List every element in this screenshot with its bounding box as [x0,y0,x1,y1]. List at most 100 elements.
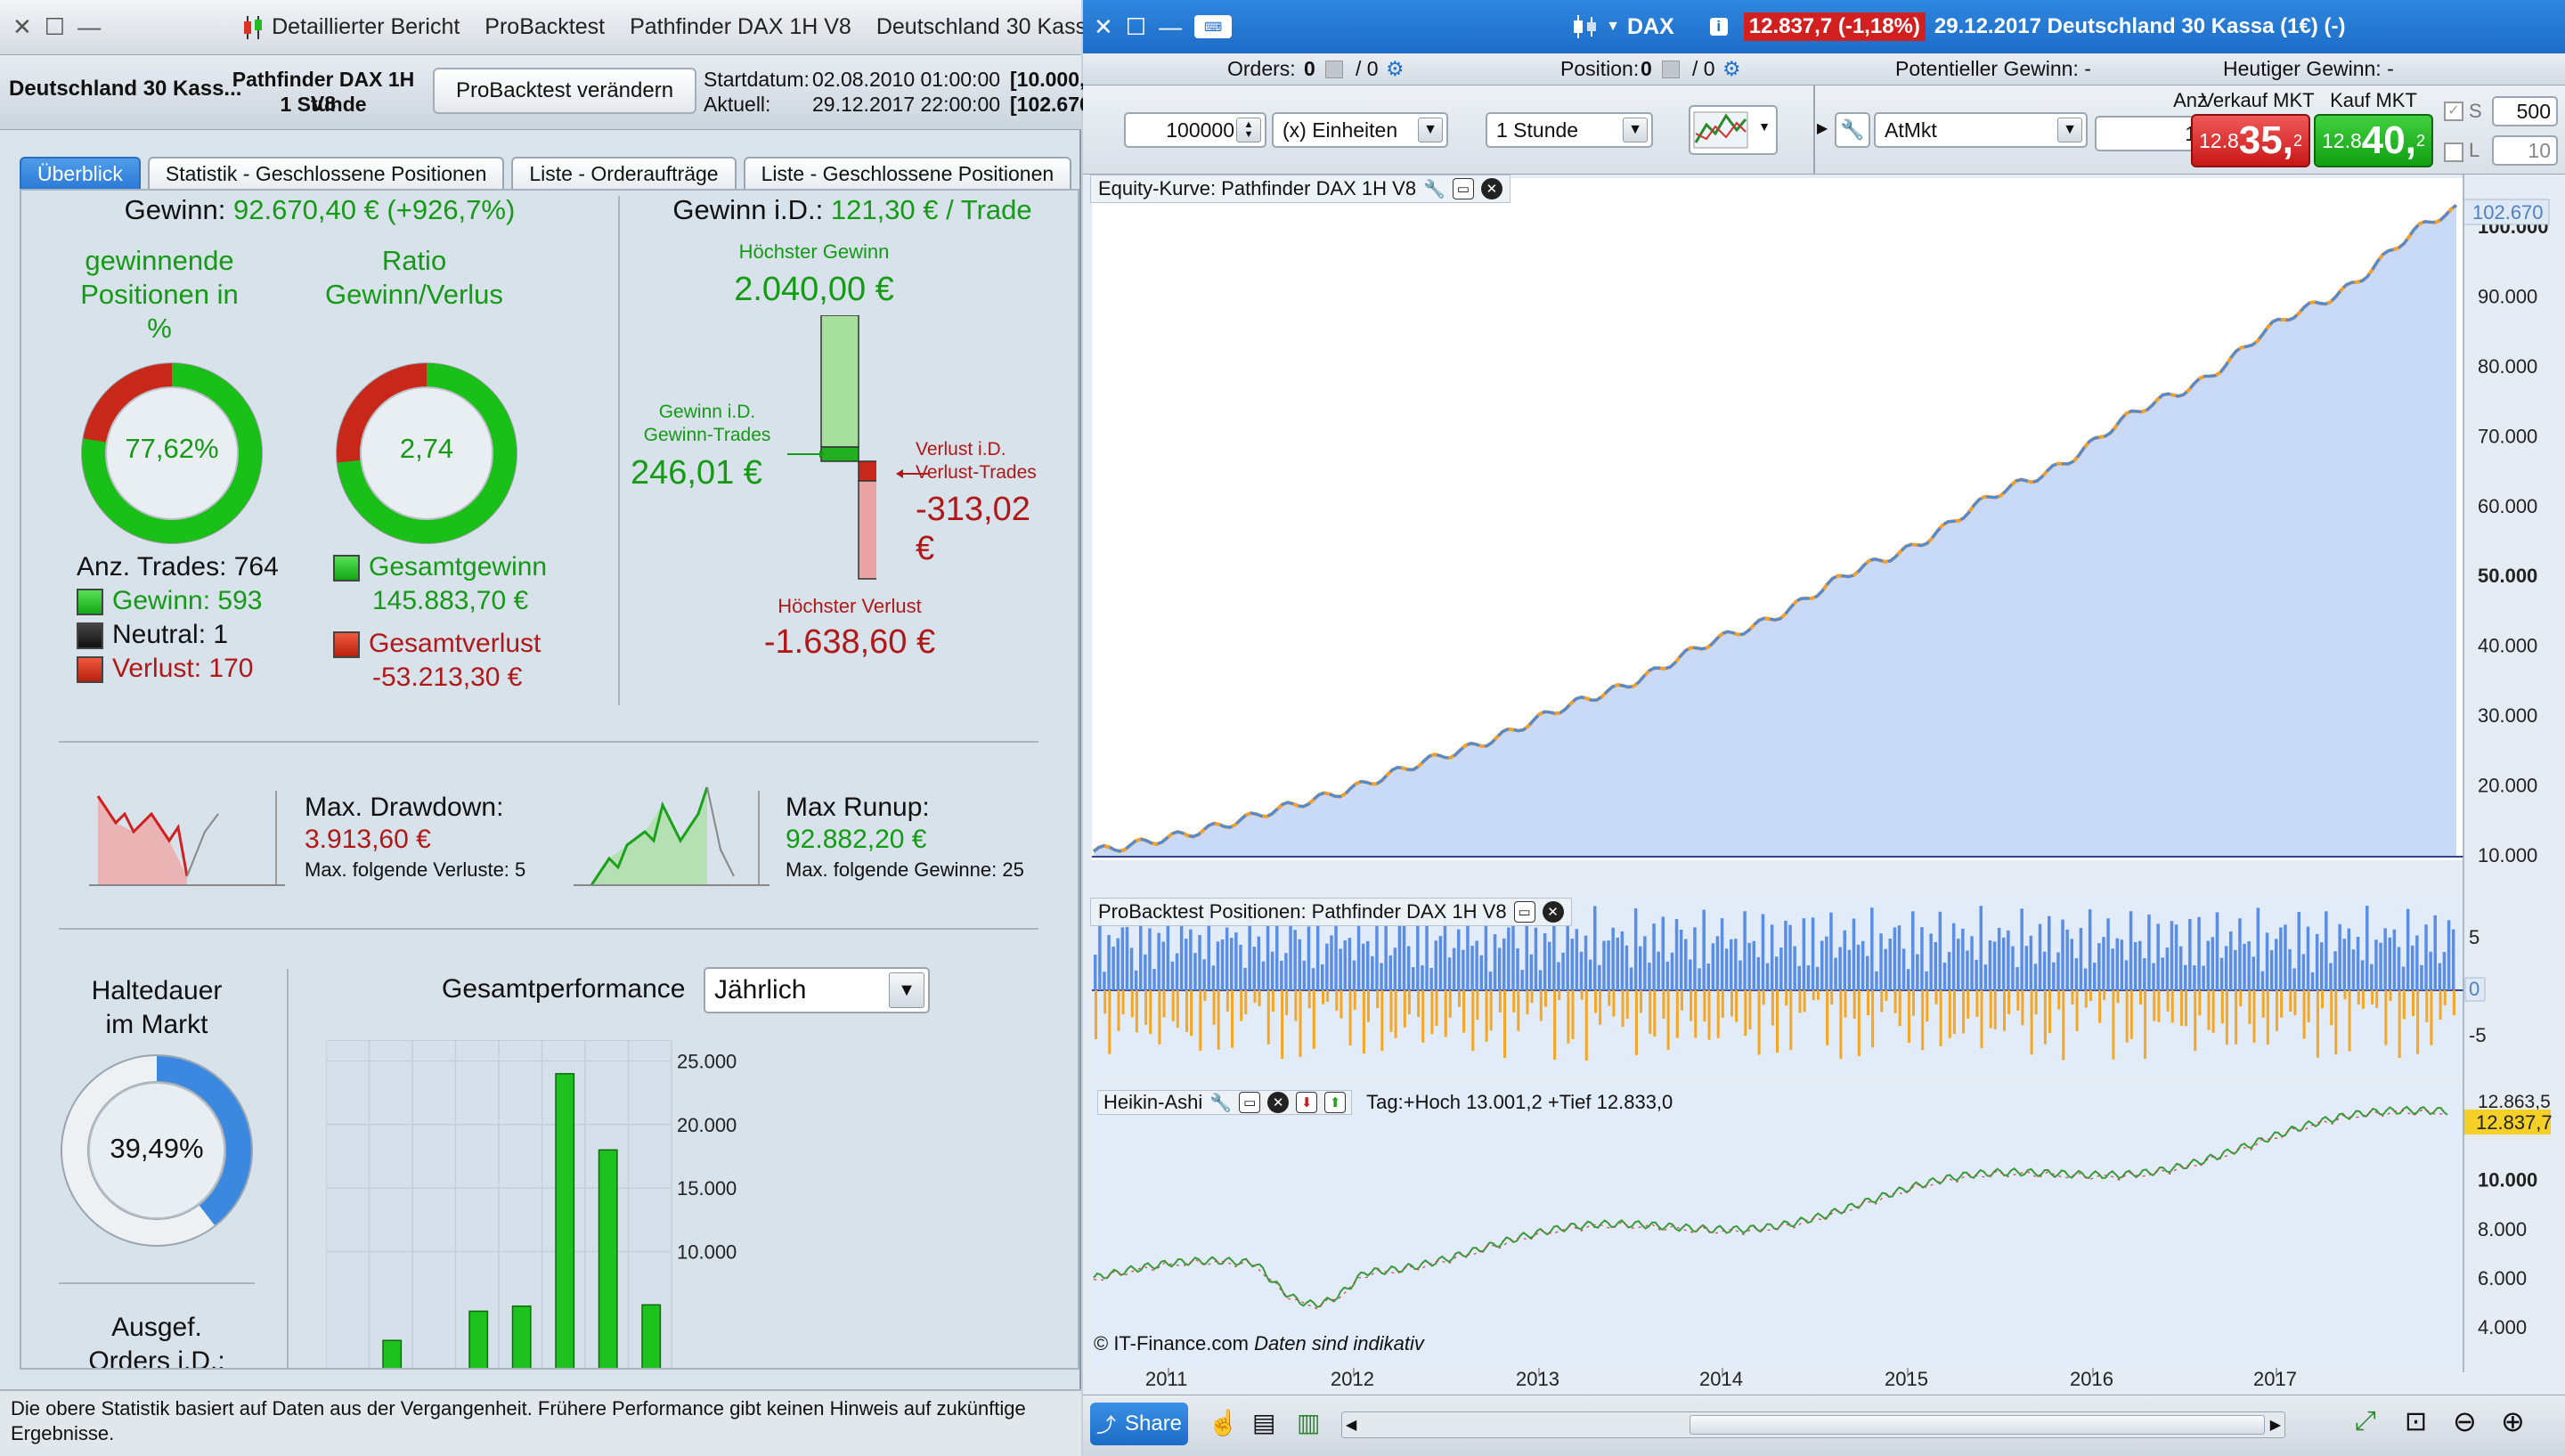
position-bar [2147,914,2151,990]
strategy-chart-button[interactable]: ▼ [1689,105,1778,155]
position-bar [1211,965,1216,990]
position-bar [1293,930,1297,990]
share-button[interactable]: ⤴ Share [1090,1403,1188,1445]
position-bar [2447,920,2451,990]
position-bar-neg [1921,990,1925,1051]
buy-market-button[interactable]: 12.8 40, 2 [2314,114,2433,167]
position-bar-neg [2225,990,2228,1045]
position-bar [2174,924,2178,990]
close-icon[interactable]: ✕ [1267,1092,1290,1113]
chart-scrollbar[interactable]: ◀ ▶ [1341,1411,2285,1438]
symbol[interactable]: DAX [1626,13,1674,39]
minimize-icon[interactable]: — [1159,12,1183,40]
position-bar [2184,964,2187,990]
orders-title: Ausgef. Orders i.D.: [88,1313,225,1370]
chevron-down-icon[interactable]: ▼ [2057,118,2082,142]
maximize-icon[interactable]: ☐ [1125,12,1147,40]
position-bar [2370,964,2374,990]
position-bar-neg [1212,990,1216,1025]
position-bar-neg [1471,990,1475,1052]
scroll-right-icon[interactable]: ▶ [2269,1418,2281,1433]
close-icon[interactable]: ✕ [1542,901,1564,923]
position-bar-neg [1448,990,1452,1018]
autoscale-icon[interactable]: ⤢ [2355,1406,2376,1436]
minimize-icon[interactable]: — [77,13,102,40]
indicators-icon[interactable]: ▥ [1297,1409,1321,1436]
stop-input[interactable]: 500 [2492,96,2558,126]
equity-tick: 80.000 [2478,355,2537,378]
close-icon[interactable]: ✕ [1094,12,1113,40]
window-icon[interactable]: ▭ [1452,178,1474,199]
chevron-down-icon[interactable]: ▼ [1623,118,1648,142]
zoom-fit-icon[interactable]: ⊡ [2405,1407,2428,1436]
position-bar-neg [1694,990,1698,1038]
price-chart-area[interactable]: 100.00090.00080.00070.00060.00050.00040.… [1083,175,2565,1395]
position-bar [1552,912,1556,990]
close-icon[interactable]: ✕ [1480,178,1502,199]
heikin-ashi-tick: 4.000 [2478,1316,2527,1338]
maximize-icon[interactable]: ☐ [44,13,66,40]
scroll-left-icon[interactable]: ◀ [1346,1418,1357,1433]
position-bar [2120,939,2124,990]
window-icon[interactable]: ▭ [1513,901,1535,923]
quantity-input[interactable]: 100000 ▲ ▼ [1124,112,1266,148]
units-select[interactable]: (x) Einheiten ▼ [1272,112,1448,148]
holding-title: Haltedauer im Markt [91,976,223,1039]
zoom-in-icon[interactable]: ⊕ [2501,1405,2525,1437]
sell-market-button[interactable]: 12.8 35, 2 [2191,114,2310,167]
chevron-down-icon[interactable]: ▼ [1758,119,1771,134]
position-bar [1479,955,1483,990]
chevron-down-icon[interactable]: ▼ [889,972,924,1008]
probacktest-title: ProBacktest [484,14,606,39]
position-bar [1602,940,1606,990]
modify-backtest-button[interactable]: ProBacktest verändern [433,68,696,114]
position-bar-neg [1716,990,1720,1038]
position-bar-neg [1353,990,1356,1010]
notes-icon[interactable]: ▤ [1252,1409,1276,1436]
current-capital: [102.670, [1010,93,1097,116]
info-icon[interactable]: i [1709,18,1728,36]
position-bar-neg [1543,990,1547,1007]
position-bar-neg [1898,990,1901,1027]
perf-period-select[interactable]: Jährlich ▼ [704,967,930,1013]
limit-input[interactable]: 10 [2492,135,2558,166]
chevron-down-icon[interactable]: ▼ [1606,19,1620,34]
move-down-icon[interactable]: ⬇ [1296,1092,1318,1113]
chevron-down-icon[interactable]: ▼ [1418,118,1443,142]
gear-icon[interactable]: ⚙ [1386,57,1405,80]
stop-checkbox[interactable]: ✓ [2444,102,2463,121]
wrench-icon[interactable]: 🔧 [1423,179,1445,199]
candlestick-icon[interactable] [1570,13,1600,40]
wrench-icon[interactable]: 🔧 [1835,112,1870,148]
position-bar [1598,964,1601,990]
scroll-thumb[interactable] [1690,1415,2265,1435]
keyboard-icon[interactable]: ⌨ [1194,15,1233,38]
tab-closed-positions[interactable]: Liste - Geschlossene Positionen [743,157,1072,189]
gear-icon[interactable]: ⚙ [1722,57,1741,80]
tab-overview[interactable]: Überblick [20,157,141,189]
collapse-arrow-icon[interactable]: ▶ [1817,121,1828,136]
position-bar [1752,940,1755,990]
window-icon[interactable]: ▭ [1239,1092,1261,1113]
close-icon[interactable]: ✕ [12,13,32,40]
tab-statistics[interactable]: Statistik - Geschlossene Positionen [147,157,505,189]
wrench-icon[interactable]: 🔧 [1209,1093,1233,1113]
position-bar [1507,927,1510,990]
zoom-out-icon[interactable]: ⊖ [2453,1405,2477,1437]
quantity-stepper[interactable]: ▲ ▼ [1236,118,1261,142]
position-bar-neg [2343,990,2347,1000]
divider [59,928,1038,930]
position-bar [2211,937,2215,990]
timeframe-select[interactable]: 1 Stunde ▼ [1486,112,1653,148]
tab-orders[interactable]: Liste - Orderaufträge [511,157,737,189]
limit-checkbox[interactable] [2444,142,2463,162]
divider [59,1282,255,1284]
cancel-orders-icon[interactable] [1325,61,1343,78]
cursor-tool-icon[interactable]: ☝ [1208,1409,1239,1436]
avg-gain-title: Gewinn i.D.: 121,30 € / Trade [672,194,1032,225]
order-type-select[interactable]: AtMkt ▼ [1874,112,2088,148]
position-bar-neg [1993,990,1997,1029]
move-up-icon[interactable]: ⬆ [1324,1092,1347,1113]
position-bar [1775,956,1779,990]
cancel-position-icon[interactable] [1662,61,1680,78]
